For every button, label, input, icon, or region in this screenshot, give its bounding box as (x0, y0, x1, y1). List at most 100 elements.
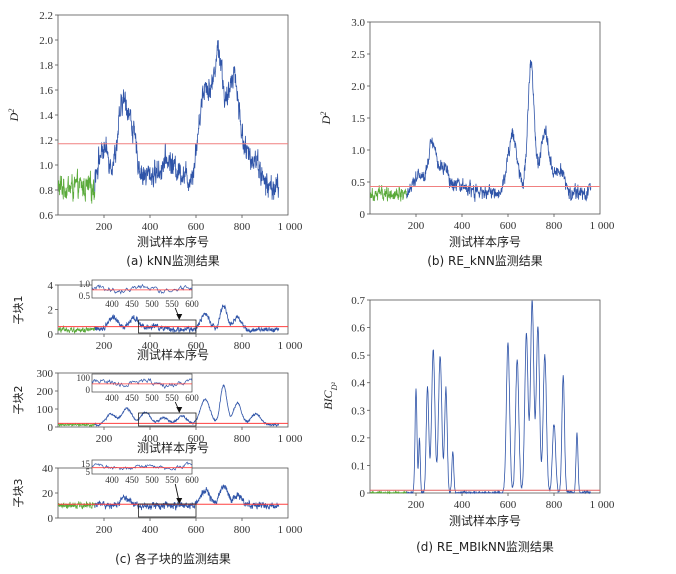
x-tick-label: 400 (454, 220, 471, 232)
inset-x-tick-label: 450 (125, 299, 139, 309)
inset-series-line (91, 377, 193, 390)
inset-frame (91, 373, 193, 393)
x-tick-label: 400 (142, 433, 159, 445)
fault-samples-line (94, 484, 280, 511)
y-tick-label: 0.6 (39, 210, 53, 222)
panel-caption: (c) 各子块的监测结果 (115, 551, 231, 566)
x-tick-label: 1 000 (278, 524, 303, 536)
inset-x-tick-label: 500 (145, 299, 159, 309)
inset-y-tick-label: 100 (77, 373, 91, 383)
x-ticks: 200 400 600 800 1 000 (408, 493, 615, 511)
x-tick-label: 200 (96, 340, 113, 352)
y-tick-label: 1.0 (39, 160, 53, 172)
y-tick-label: 1.6 (39, 85, 53, 97)
y-ticks: 0 100 200 300 (37, 368, 58, 434)
x-axis-label: 测试样本序号 (137, 347, 209, 362)
y-axis-label: D2 (319, 112, 334, 126)
fault-samples-line (406, 59, 592, 202)
zoom-box (138, 503, 197, 518)
series (369, 59, 600, 202)
inset-frame (91, 279, 193, 299)
x-tick-label: 800 (234, 524, 251, 536)
y-tick-label: 2.0 (351, 81, 365, 93)
y-axis-label: BICD² (321, 382, 339, 410)
inset-y-tick-label: 1.0 (79, 279, 91, 289)
zoom-arrow-head (176, 314, 183, 320)
panel-b: 0 0.5 1.0 1.5 2.0 2.5 3.0 200 400 600 800 1 000 D2… (319, 17, 615, 268)
x-axis-label: 测试样本序号 (449, 234, 521, 249)
zoom-arrow-head (176, 498, 183, 504)
x-tick-label: 600 (188, 340, 205, 352)
inset-y-tick-label: 0 (86, 385, 91, 395)
normal-samples-line (369, 184, 408, 202)
y-tick-label: 0 (360, 209, 366, 221)
x-tick-label: 400 (142, 340, 159, 352)
x-ticks: 200 400 600 800 1 000 (96, 518, 303, 536)
series (57, 40, 288, 204)
fault-samples-line (94, 40, 280, 200)
normal-samples-line (370, 490, 408, 495)
x-tick-label: 800 (546, 499, 563, 511)
series (57, 304, 288, 334)
x-tick-label: 800 (234, 340, 251, 352)
fault-samples-line (94, 384, 280, 428)
inset-x-tick-label: 550 (165, 475, 179, 485)
normal-samples-line (57, 422, 95, 428)
inset-y-tick-label: 15 (81, 459, 91, 469)
y-tick-label: 0 (48, 329, 54, 341)
y-tick-label: 0.8 (39, 185, 53, 197)
inset-x-tick-label: 500 (145, 475, 159, 485)
y-tick-label: 1.4 (39, 110, 53, 122)
y-tick-label: 0.7 (351, 295, 365, 307)
plot-frame (57, 372, 289, 428)
x-tick-label: 800 (234, 433, 251, 445)
series (370, 300, 600, 495)
y-ticks: 0 0.1 0.2 0.3 0.4 0.5 0.6 0.7 (351, 295, 370, 500)
y-tick-label: 1.2 (39, 135, 53, 147)
y-tick-label: 0.1 (351, 460, 365, 472)
panel-c1: 0 2 4 200 400 600 800 1 000 0.5 1.0 400 450 500 550… (12, 279, 303, 362)
block-label: 子块2 (12, 386, 25, 415)
x-axis-label: 测试样本序号 (137, 234, 209, 249)
y-ticks: 0 0.5 1.0 1.5 2.0 2.5 3.0 (351, 17, 370, 221)
y-tick-label: 1.8 (39, 60, 53, 72)
block-label: 子块1 (12, 296, 25, 325)
inset-x-tick-label: 500 (145, 393, 159, 403)
y-tick-label: 0.3 (351, 405, 365, 417)
normal-samples-line (57, 501, 96, 510)
panel-caption: (a) kNN监测结果 (126, 254, 219, 268)
x-tick-label: 200 (408, 499, 425, 511)
y-tick-label: 0 (48, 422, 54, 434)
x-tick-label: 600 (188, 433, 205, 445)
panel-c3: 0 20 40 200 400 600 800 1 000 515 400 450 500 550 6… (12, 459, 303, 566)
y-tick-label: 1.0 (351, 145, 365, 157)
block-label: 子块3 (12, 479, 25, 508)
series (57, 484, 288, 511)
inset: 0 100 400 450 500 550 600 (77, 373, 199, 427)
fault-samples-line (406, 300, 591, 495)
inset-x-tick-label: 450 (125, 475, 139, 485)
y-tick-label: 0 (48, 513, 54, 525)
panel-d: 0 0.1 0.2 0.3 0.4 0.5 0.6 0.7 200 400 600 800 1 000… (321, 295, 615, 554)
panel-a: 0.6 0.8 1.0 1.2 1.4 1.6 1.8 2.0 2.2 200 400 600 800… (7, 10, 303, 268)
x-tick-label: 600 (188, 524, 205, 536)
y-tick-label: 1.5 (351, 113, 365, 125)
inset-x-tick-label: 550 (165, 393, 179, 403)
inset-x-tick-label: 400 (105, 393, 119, 403)
inset-x-tick-label: 400 (105, 299, 119, 309)
panel-caption: (b) RE_kNN监测结果 (427, 254, 543, 268)
y-tick-label: 4 (48, 280, 54, 292)
zoom-box (138, 412, 197, 427)
plot-frame (57, 14, 289, 216)
y-tick-label: 0.6 (351, 323, 365, 335)
x-tick-label: 400 (142, 524, 159, 536)
inset-x-tick-label: 600 (185, 299, 199, 309)
inset-x-tick-label: 600 (185, 393, 199, 403)
x-tick-label: 1 000 (590, 220, 615, 232)
inset: 0.5 1.0 400 450 500 550 600 (79, 279, 199, 334)
inset-frame (91, 459, 193, 475)
inset-x-tick-label: 550 (165, 299, 179, 309)
inset-x-tick-label: 400 (105, 475, 119, 485)
x-ticks: 200 400 600 800 1 000 (408, 214, 615, 232)
